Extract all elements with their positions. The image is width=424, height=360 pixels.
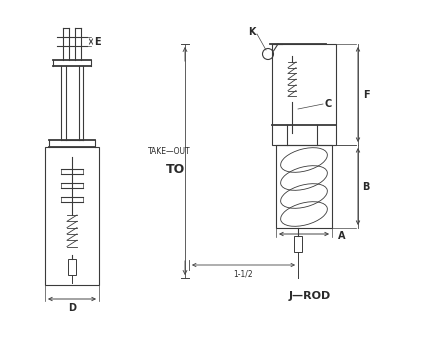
Text: K: K <box>248 27 256 37</box>
Text: 1-1/2: 1-1/2 <box>234 270 253 279</box>
Text: C: C <box>324 99 332 109</box>
Bar <box>68 259 76 275</box>
Text: TAKE—OUT: TAKE—OUT <box>148 147 190 156</box>
Bar <box>272 44 336 145</box>
Text: D: D <box>68 303 76 313</box>
Text: F: F <box>363 90 369 99</box>
Text: A: A <box>338 231 346 241</box>
Bar <box>45 147 99 285</box>
Bar <box>294 236 302 252</box>
Text: TO: TO <box>165 162 184 176</box>
Bar <box>276 145 332 228</box>
Text: B: B <box>363 181 370 192</box>
Text: E: E <box>94 36 100 46</box>
Text: J—ROD: J—ROD <box>289 291 331 301</box>
